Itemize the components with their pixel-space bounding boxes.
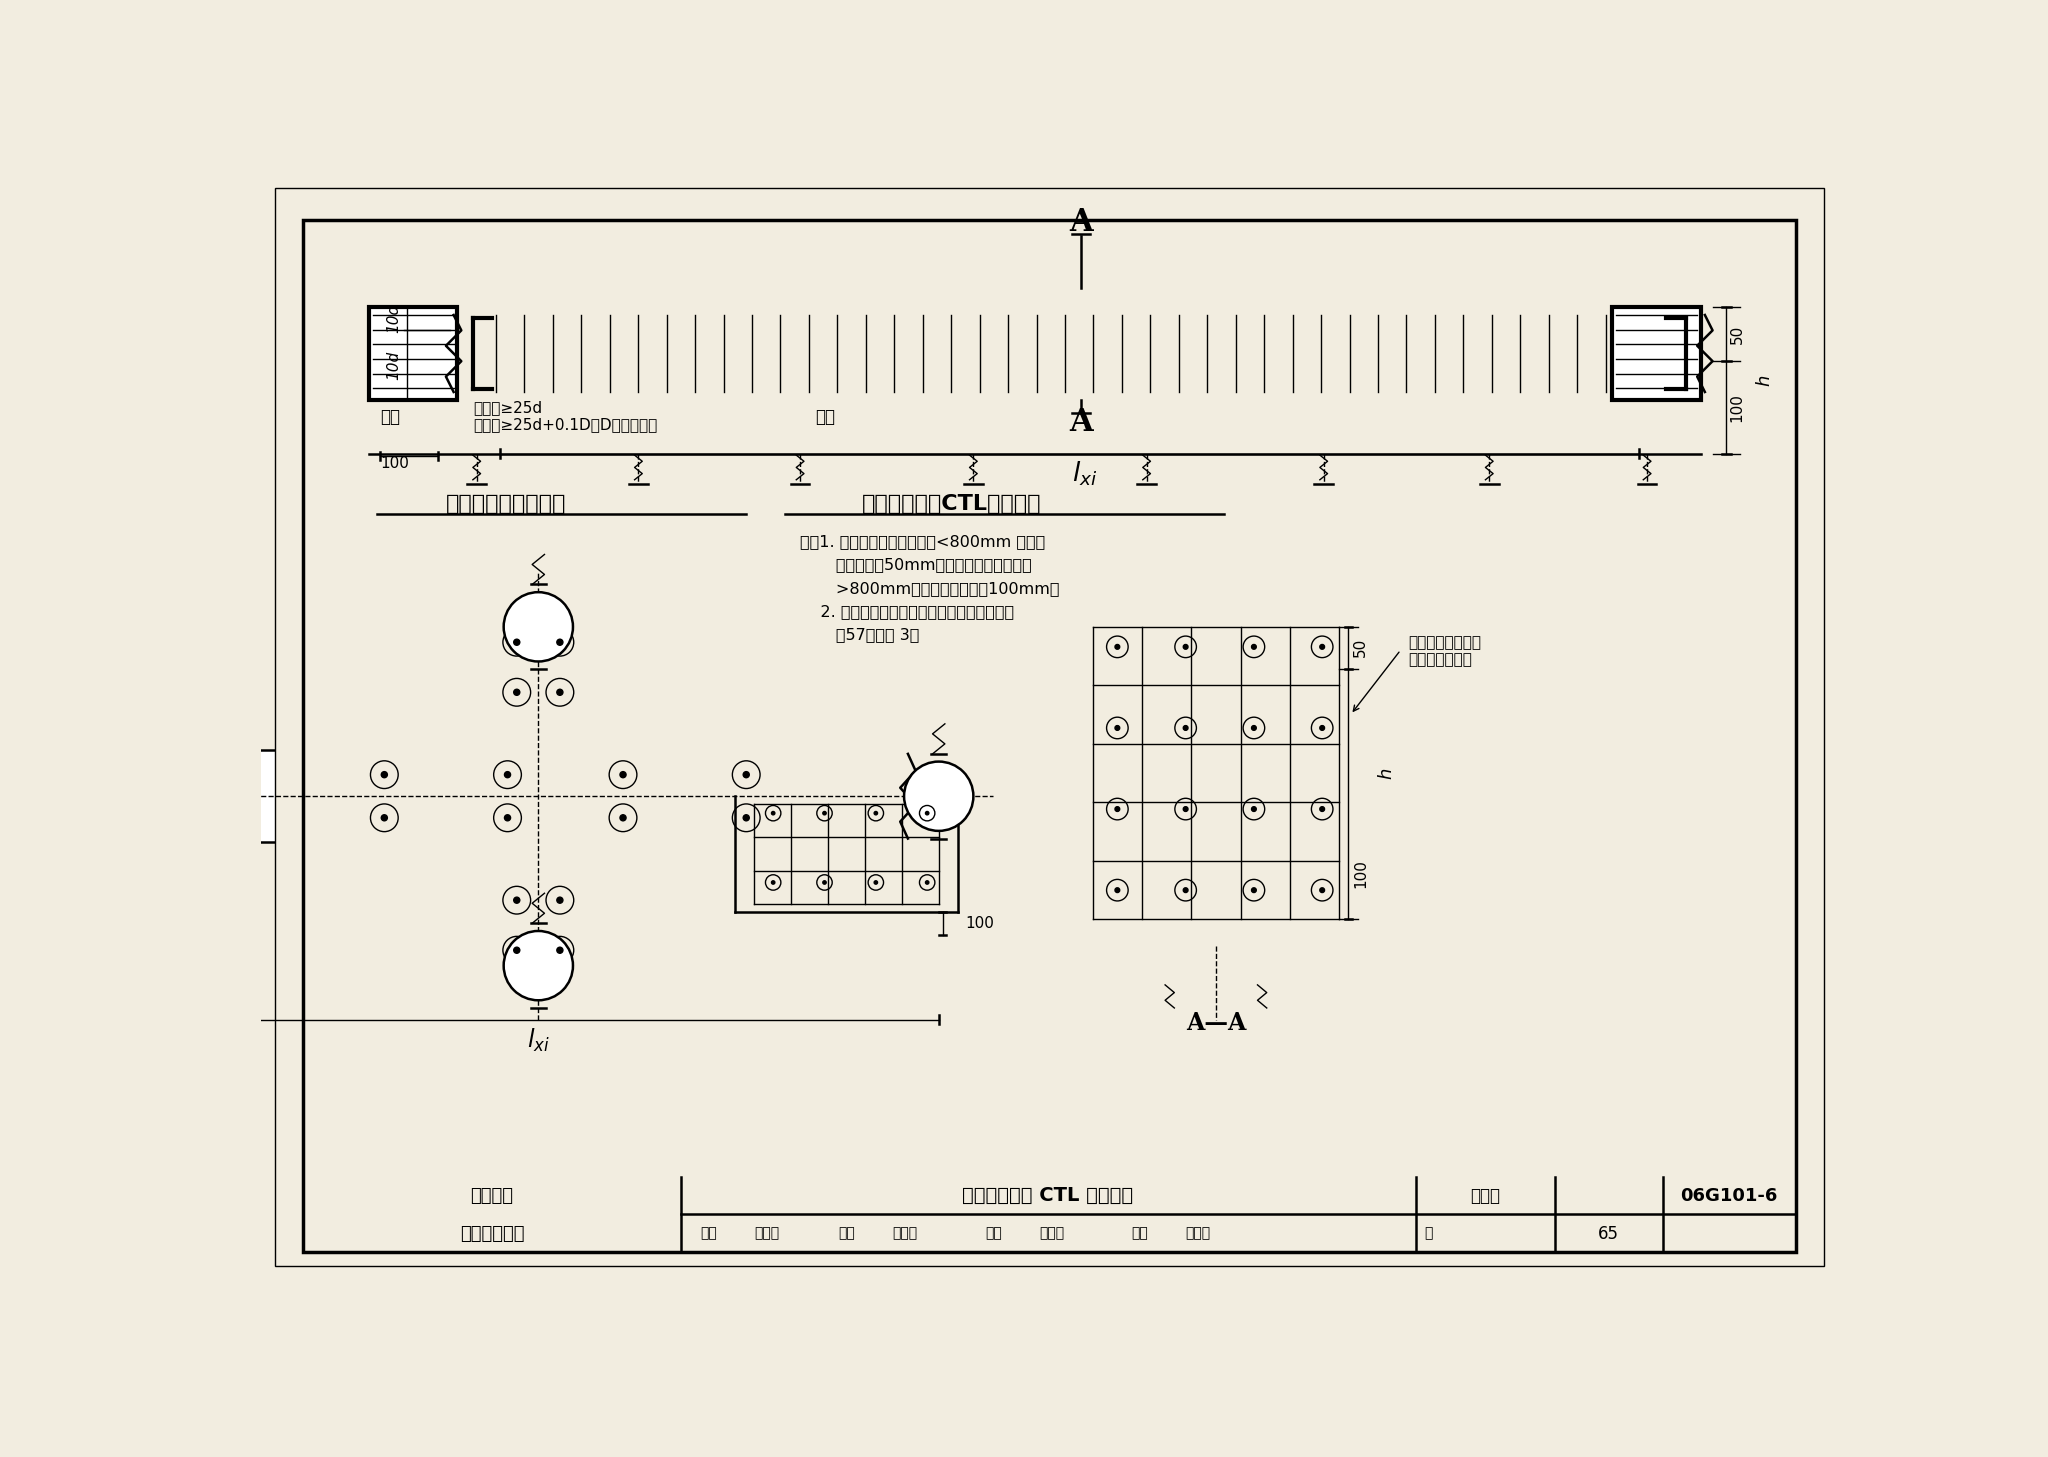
Circle shape <box>557 689 563 695</box>
Text: 页: 页 <box>1423 1227 1432 1240</box>
Circle shape <box>102 762 172 830</box>
Text: 100: 100 <box>1729 393 1745 423</box>
Bar <box>492 596 584 997</box>
Circle shape <box>557 898 563 903</box>
Text: 标准构造详图: 标准构造详图 <box>461 1224 524 1243</box>
Text: 坦层: 坦层 <box>815 408 836 427</box>
Circle shape <box>1251 644 1255 650</box>
Bar <box>303 1177 1796 1252</box>
Text: 10d: 10d <box>387 305 401 334</box>
Text: 校对: 校对 <box>838 1227 856 1240</box>
Circle shape <box>1114 887 1120 893</box>
Text: 圆框：≥25d+0.1D，D为圆框直径: 圆框：≥25d+0.1D，D为圆框直径 <box>473 417 657 431</box>
Circle shape <box>514 640 520 645</box>
Text: 注：1. 当框直径或框截面边长<800mm 时，框: 注：1. 当框直径或框截面边长<800mm 时，框 <box>801 535 1044 549</box>
Text: 承台梁端部钉筋构造: 承台梁端部钉筋构造 <box>446 494 567 514</box>
Text: 100: 100 <box>379 456 410 471</box>
Text: 制图: 制图 <box>985 1227 1001 1240</box>
Circle shape <box>1114 807 1120 812</box>
Circle shape <box>823 881 825 884</box>
Circle shape <box>1319 807 1325 812</box>
Text: >800mm时，框顶嵌入承台100mm。: >800mm时，框顶嵌入承台100mm。 <box>801 581 1059 596</box>
Circle shape <box>621 814 627 820</box>
Bar <box>754 804 938 903</box>
Circle shape <box>743 814 750 820</box>
Text: A—A: A—A <box>1186 1011 1245 1036</box>
Text: $l_{xi}$: $l_{xi}$ <box>1073 460 1098 488</box>
Text: 第二部分: 第二部分 <box>471 1187 514 1205</box>
Text: 坦层: 坦层 <box>381 408 401 427</box>
Circle shape <box>504 772 510 778</box>
Bar <box>369 307 457 399</box>
Text: 见具体工程设计: 见具体工程设计 <box>1409 651 1473 667</box>
Text: 65: 65 <box>1597 1224 1620 1243</box>
Bar <box>106 750 969 842</box>
Circle shape <box>1114 644 1120 650</box>
Circle shape <box>514 898 520 903</box>
Circle shape <box>1319 726 1325 730</box>
Text: 第57页的注 3。: 第57页的注 3。 <box>801 627 920 643</box>
Text: h: h <box>1755 374 1774 386</box>
Circle shape <box>504 592 573 661</box>
Text: 双排框承台梁 CTL 配筋构造: 双排框承台梁 CTL 配筋构造 <box>963 1186 1135 1205</box>
Text: 陈幼嫒: 陈幼嫒 <box>754 1227 778 1240</box>
Text: 图集号: 图集号 <box>1470 1187 1501 1205</box>
Bar <box>457 307 1702 399</box>
Circle shape <box>874 812 877 814</box>
Text: 10d: 10d <box>387 351 401 380</box>
Circle shape <box>1319 887 1325 893</box>
Bar <box>1051 947 1382 981</box>
Circle shape <box>1184 726 1188 730</box>
Text: h: h <box>1378 768 1395 779</box>
Circle shape <box>557 640 563 645</box>
Circle shape <box>381 814 387 820</box>
Bar <box>1094 627 1339 919</box>
Circle shape <box>1251 726 1255 730</box>
Text: 50: 50 <box>1729 325 1745 344</box>
Circle shape <box>514 689 520 695</box>
Circle shape <box>1184 887 1188 893</box>
Text: 50: 50 <box>1354 638 1368 657</box>
Circle shape <box>504 814 510 820</box>
Circle shape <box>1184 644 1188 650</box>
Circle shape <box>504 931 573 1001</box>
Circle shape <box>874 881 877 884</box>
Text: 侧面纵筋的配置详: 侧面纵筋的配置详 <box>1409 635 1481 650</box>
Text: 单排框承台梁CTL钉筋构造: 单排框承台梁CTL钉筋构造 <box>862 494 1040 514</box>
Circle shape <box>772 812 774 814</box>
Text: A: A <box>1069 207 1094 237</box>
Circle shape <box>1114 726 1120 730</box>
Circle shape <box>903 762 973 830</box>
Bar <box>1618 399 1696 453</box>
Circle shape <box>1184 807 1188 812</box>
Circle shape <box>621 772 627 778</box>
Text: 顶嵌入承台50mm；当框径或框截面边长: 顶嵌入承台50mm；当框径或框截面边长 <box>801 558 1032 573</box>
Text: 审核: 审核 <box>700 1227 717 1240</box>
Circle shape <box>823 812 825 814</box>
Circle shape <box>926 812 930 814</box>
Circle shape <box>1251 887 1255 893</box>
Circle shape <box>1251 807 1255 812</box>
Circle shape <box>381 772 387 778</box>
Text: 100: 100 <box>967 916 995 931</box>
Text: 设计: 设计 <box>1130 1227 1149 1240</box>
Text: 06G101-6: 06G101-6 <box>1679 1187 1778 1205</box>
Bar <box>1612 307 1702 399</box>
Circle shape <box>557 947 563 953</box>
Text: 尹其辉: 尹其辉 <box>1038 1227 1065 1240</box>
Text: A: A <box>1069 408 1094 439</box>
Circle shape <box>1319 644 1325 650</box>
Bar <box>383 399 459 453</box>
Circle shape <box>743 772 750 778</box>
Text: 2. 承台梁拉筋的直径、间距、布置要求详见: 2. 承台梁拉筋的直径、间距、布置要求详见 <box>801 603 1014 619</box>
Text: 陈青来: 陈青来 <box>1186 1227 1210 1240</box>
Circle shape <box>926 881 930 884</box>
Circle shape <box>514 947 520 953</box>
Text: 方框：≥25d: 方框：≥25d <box>473 399 543 415</box>
Text: 100: 100 <box>1354 858 1368 887</box>
Text: 刘其祥: 刘其祥 <box>893 1227 918 1240</box>
Text: $l_{xi}$: $l_{xi}$ <box>526 1027 549 1055</box>
Circle shape <box>772 881 774 884</box>
